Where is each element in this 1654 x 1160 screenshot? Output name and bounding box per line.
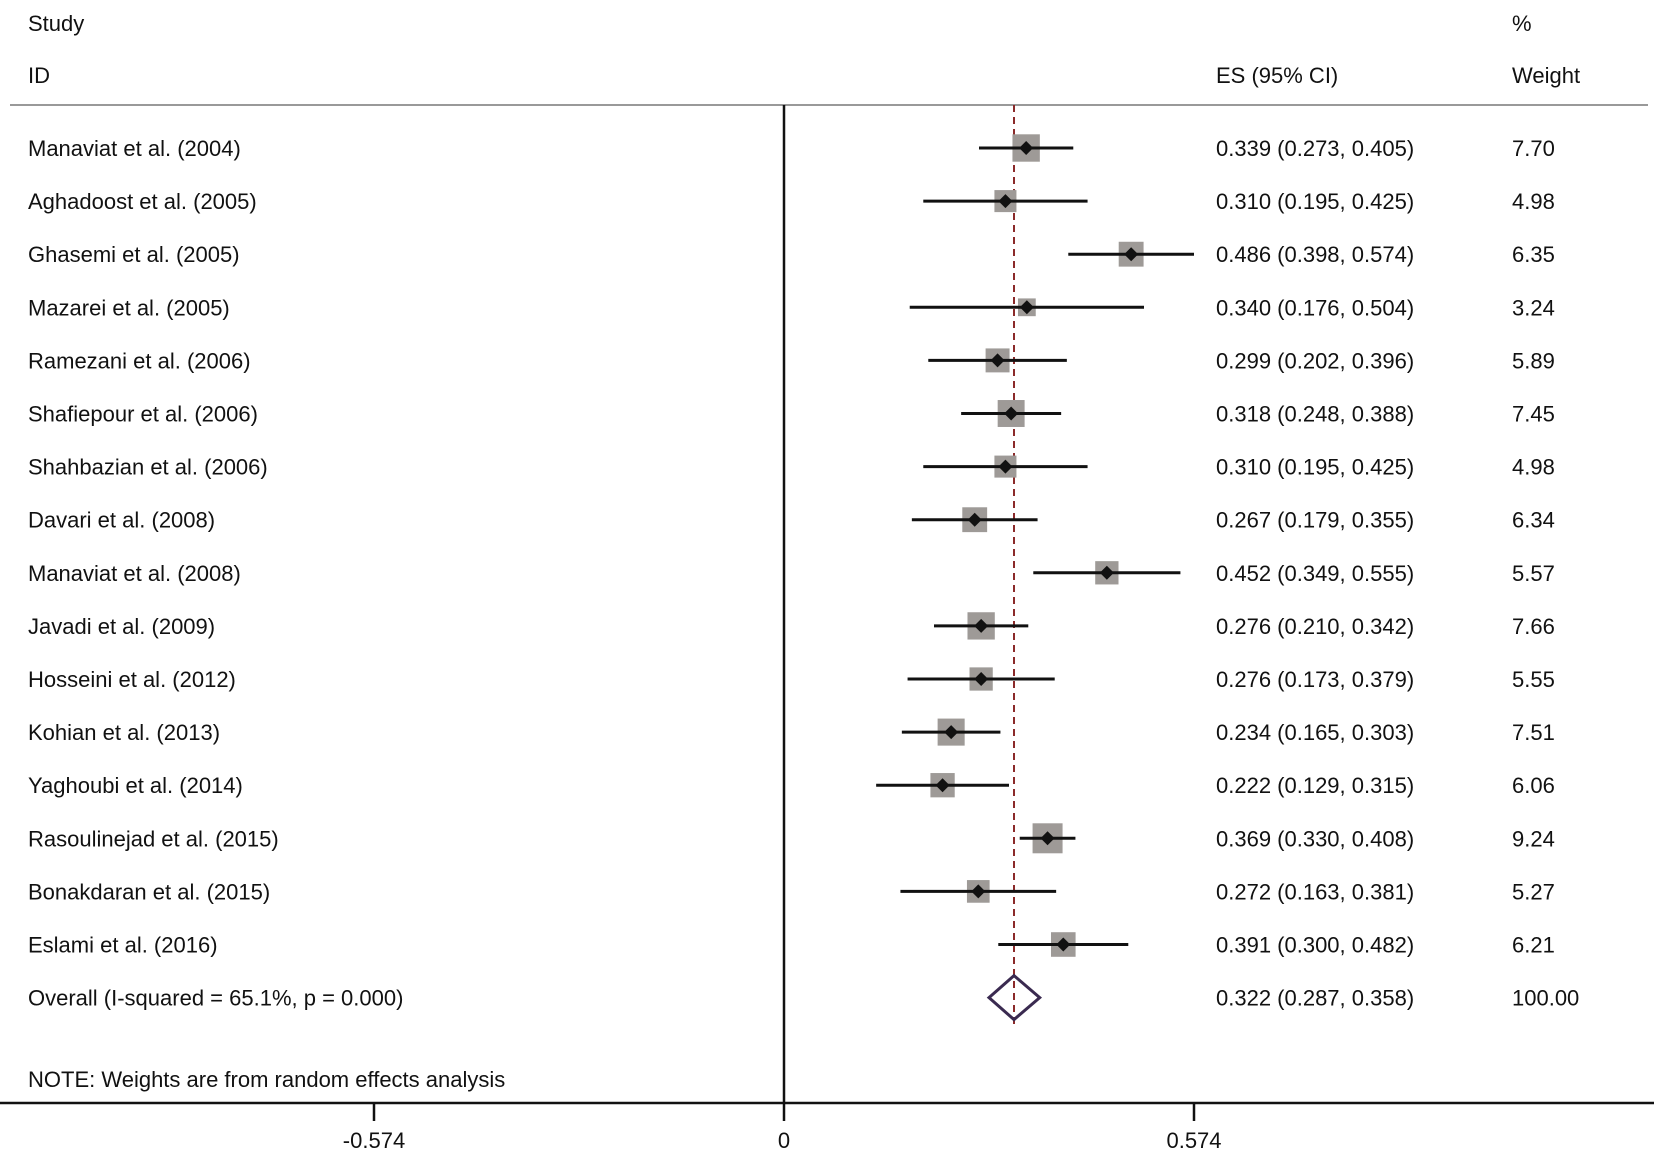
point-estimate-marker [1056,937,1071,952]
weight-value: 7.51 [1512,720,1555,745]
point-estimate-marker [1019,141,1034,155]
point-estimate-marker [974,672,989,686]
es-ci-value: 0.310 (0.195, 0.425) [1216,189,1414,214]
es-header: ES (95% CI) [1216,63,1338,88]
x-tick-label: 0.574 [1166,1128,1221,1153]
study-name: Aghadoost et al. (2005) [28,189,257,214]
note-text: NOTE: Weights are from random effects an… [28,1067,505,1092]
point-estimate-marker [944,725,959,740]
overall-es-value: 0.322 (0.287, 0.358) [1216,986,1414,1011]
study-name: Javadi et al. (2009) [28,614,215,639]
es-ci-value: 0.272 (0.163, 0.381) [1216,879,1414,904]
study-name: Manaviat et al. (2004) [28,136,241,161]
es-ci-value: 0.486 (0.398, 0.574) [1216,242,1414,267]
point-estimate-marker [971,884,986,899]
es-ci-value: 0.276 (0.173, 0.379) [1216,667,1414,692]
weight-value: 4.98 [1512,455,1555,480]
weight-value: 6.21 [1512,933,1555,958]
es-ci-value: 0.339 (0.273, 0.405) [1216,136,1414,161]
study-name: Kohian et al. (2013) [28,720,220,745]
study-name: Hosseini et al. (2012) [28,667,236,692]
x-tick-label: 0 [778,1128,790,1153]
weight-value: 3.24 [1512,295,1555,320]
es-ci-value: 0.234 (0.165, 0.303) [1216,720,1414,745]
weight-value: 7.70 [1512,136,1555,161]
weight-value: 6.35 [1512,242,1555,267]
study-name: Davari et al. (2008) [28,508,215,533]
point-estimate-marker [1099,565,1114,580]
es-ci-value: 0.318 (0.248, 0.388) [1216,402,1414,427]
es-ci-value: 0.222 (0.129, 0.315) [1216,773,1414,798]
study-name: Eslami et al. (2016) [28,933,218,958]
overall-weight-value: 100.00 [1512,986,1579,1011]
point-estimate-marker [1019,300,1034,315]
x-tick-label: -0.574 [343,1128,405,1153]
weight-value: 5.57 [1512,561,1555,586]
es-ci-value: 0.267 (0.179, 0.355) [1216,508,1414,533]
id-header: ID [28,63,50,88]
weight-header: Weight [1512,63,1580,88]
overall-label: Overall (I-squared = 65.1%, p = 0.000) [28,986,403,1011]
study-name: Ghasemi et al. (2005) [28,242,240,267]
weight-value: 7.66 [1512,614,1555,639]
study-name: Manaviat et al. (2008) [28,561,241,586]
study-name: Mazarei et al. (2005) [28,295,230,320]
study-name: Rasoulinejad et al. (2015) [28,826,279,851]
point-estimate-marker [974,618,989,633]
weight-value: 9.24 [1512,826,1555,851]
study-name: Shafiepour et al. (2006) [28,402,258,427]
point-estimate-marker [935,778,950,793]
weight-value: 5.55 [1512,667,1555,692]
weight-value: 7.45 [1512,402,1555,427]
weight-value: 4.98 [1512,189,1555,214]
weight-value: 6.06 [1512,773,1555,798]
es-ci-value: 0.369 (0.330, 0.408) [1216,826,1414,851]
overall-diamond [986,973,1043,1022]
weight-value: 5.27 [1512,879,1555,904]
weight-value: 5.89 [1512,348,1555,373]
es-ci-value: 0.299 (0.202, 0.396) [1216,348,1414,373]
study-header: Study [28,11,84,36]
weight-header-percent: % [1512,11,1532,36]
study-name: Yaghoubi et al. (2014) [28,773,243,798]
point-estimate-marker [1124,247,1139,262]
es-ci-value: 0.340 (0.176, 0.504) [1216,295,1414,320]
study-name: Bonakdaran et al. (2015) [28,879,270,904]
point-estimate-marker [998,194,1013,209]
point-estimate-marker [998,459,1013,474]
weight-value: 6.34 [1512,508,1555,533]
es-ci-value: 0.310 (0.195, 0.425) [1216,455,1414,480]
point-estimate-marker [990,353,1005,368]
point-estimate-marker [1040,831,1055,846]
es-ci-value: 0.391 (0.300, 0.482) [1216,933,1414,958]
study-name: Ramezani et al. (2006) [28,348,251,373]
point-estimate-marker [1004,406,1019,421]
study-name: Shahbazian et al. (2006) [28,455,268,480]
point-estimate-marker [967,512,982,527]
es-ci-value: 0.452 (0.349, 0.555) [1216,561,1414,586]
es-ci-value: 0.276 (0.210, 0.342) [1216,614,1414,639]
